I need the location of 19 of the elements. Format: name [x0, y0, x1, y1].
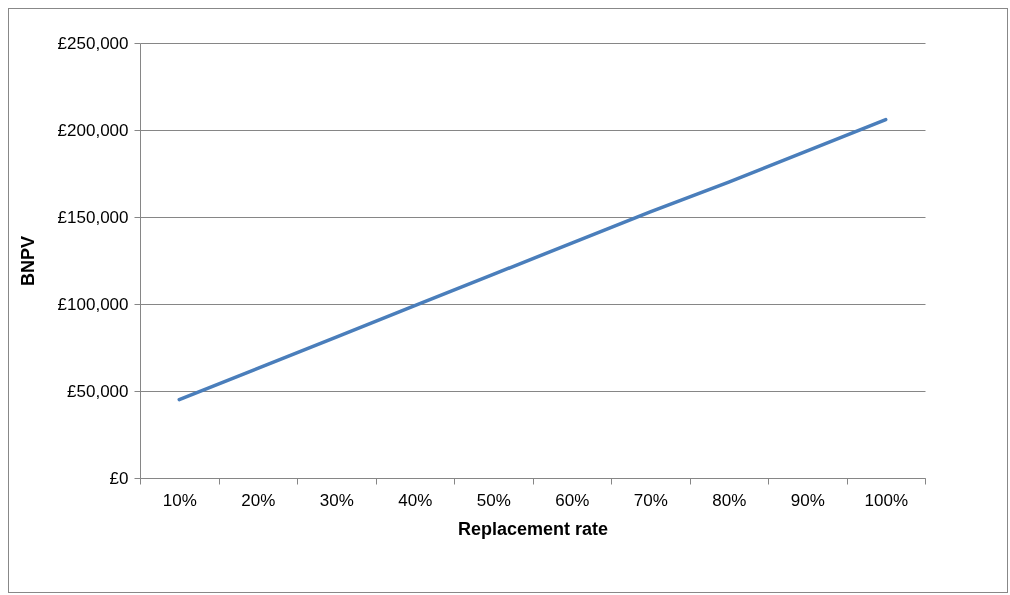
x-tick-label: 30%	[319, 490, 354, 510]
x-tick-label: 40%	[398, 490, 433, 510]
x-tick-label: 50%	[476, 490, 511, 510]
y-tick-label: £100,000	[57, 294, 129, 314]
y-tick-label: £250,000	[57, 33, 129, 53]
x-tick-label: 60%	[555, 490, 590, 510]
y-tick-label: £0	[109, 468, 129, 488]
x-tick-label: 10%	[162, 490, 197, 510]
y-tick-label: £50,000	[67, 381, 129, 401]
y-tick-label: £200,000	[57, 120, 129, 140]
x-axis-title: Replacement rate	[457, 518, 609, 539]
x-tick-label: 100%	[864, 490, 908, 510]
line-series	[177, 117, 888, 402]
y-tick-label: £150,000	[57, 207, 129, 227]
x-tick-label: 90%	[790, 490, 825, 510]
x-tick-label: 80%	[712, 490, 747, 510]
y-axis-title: BNPV	[17, 235, 38, 287]
x-tick-label: 20%	[241, 490, 276, 510]
x-tick-label: 70%	[633, 490, 668, 510]
